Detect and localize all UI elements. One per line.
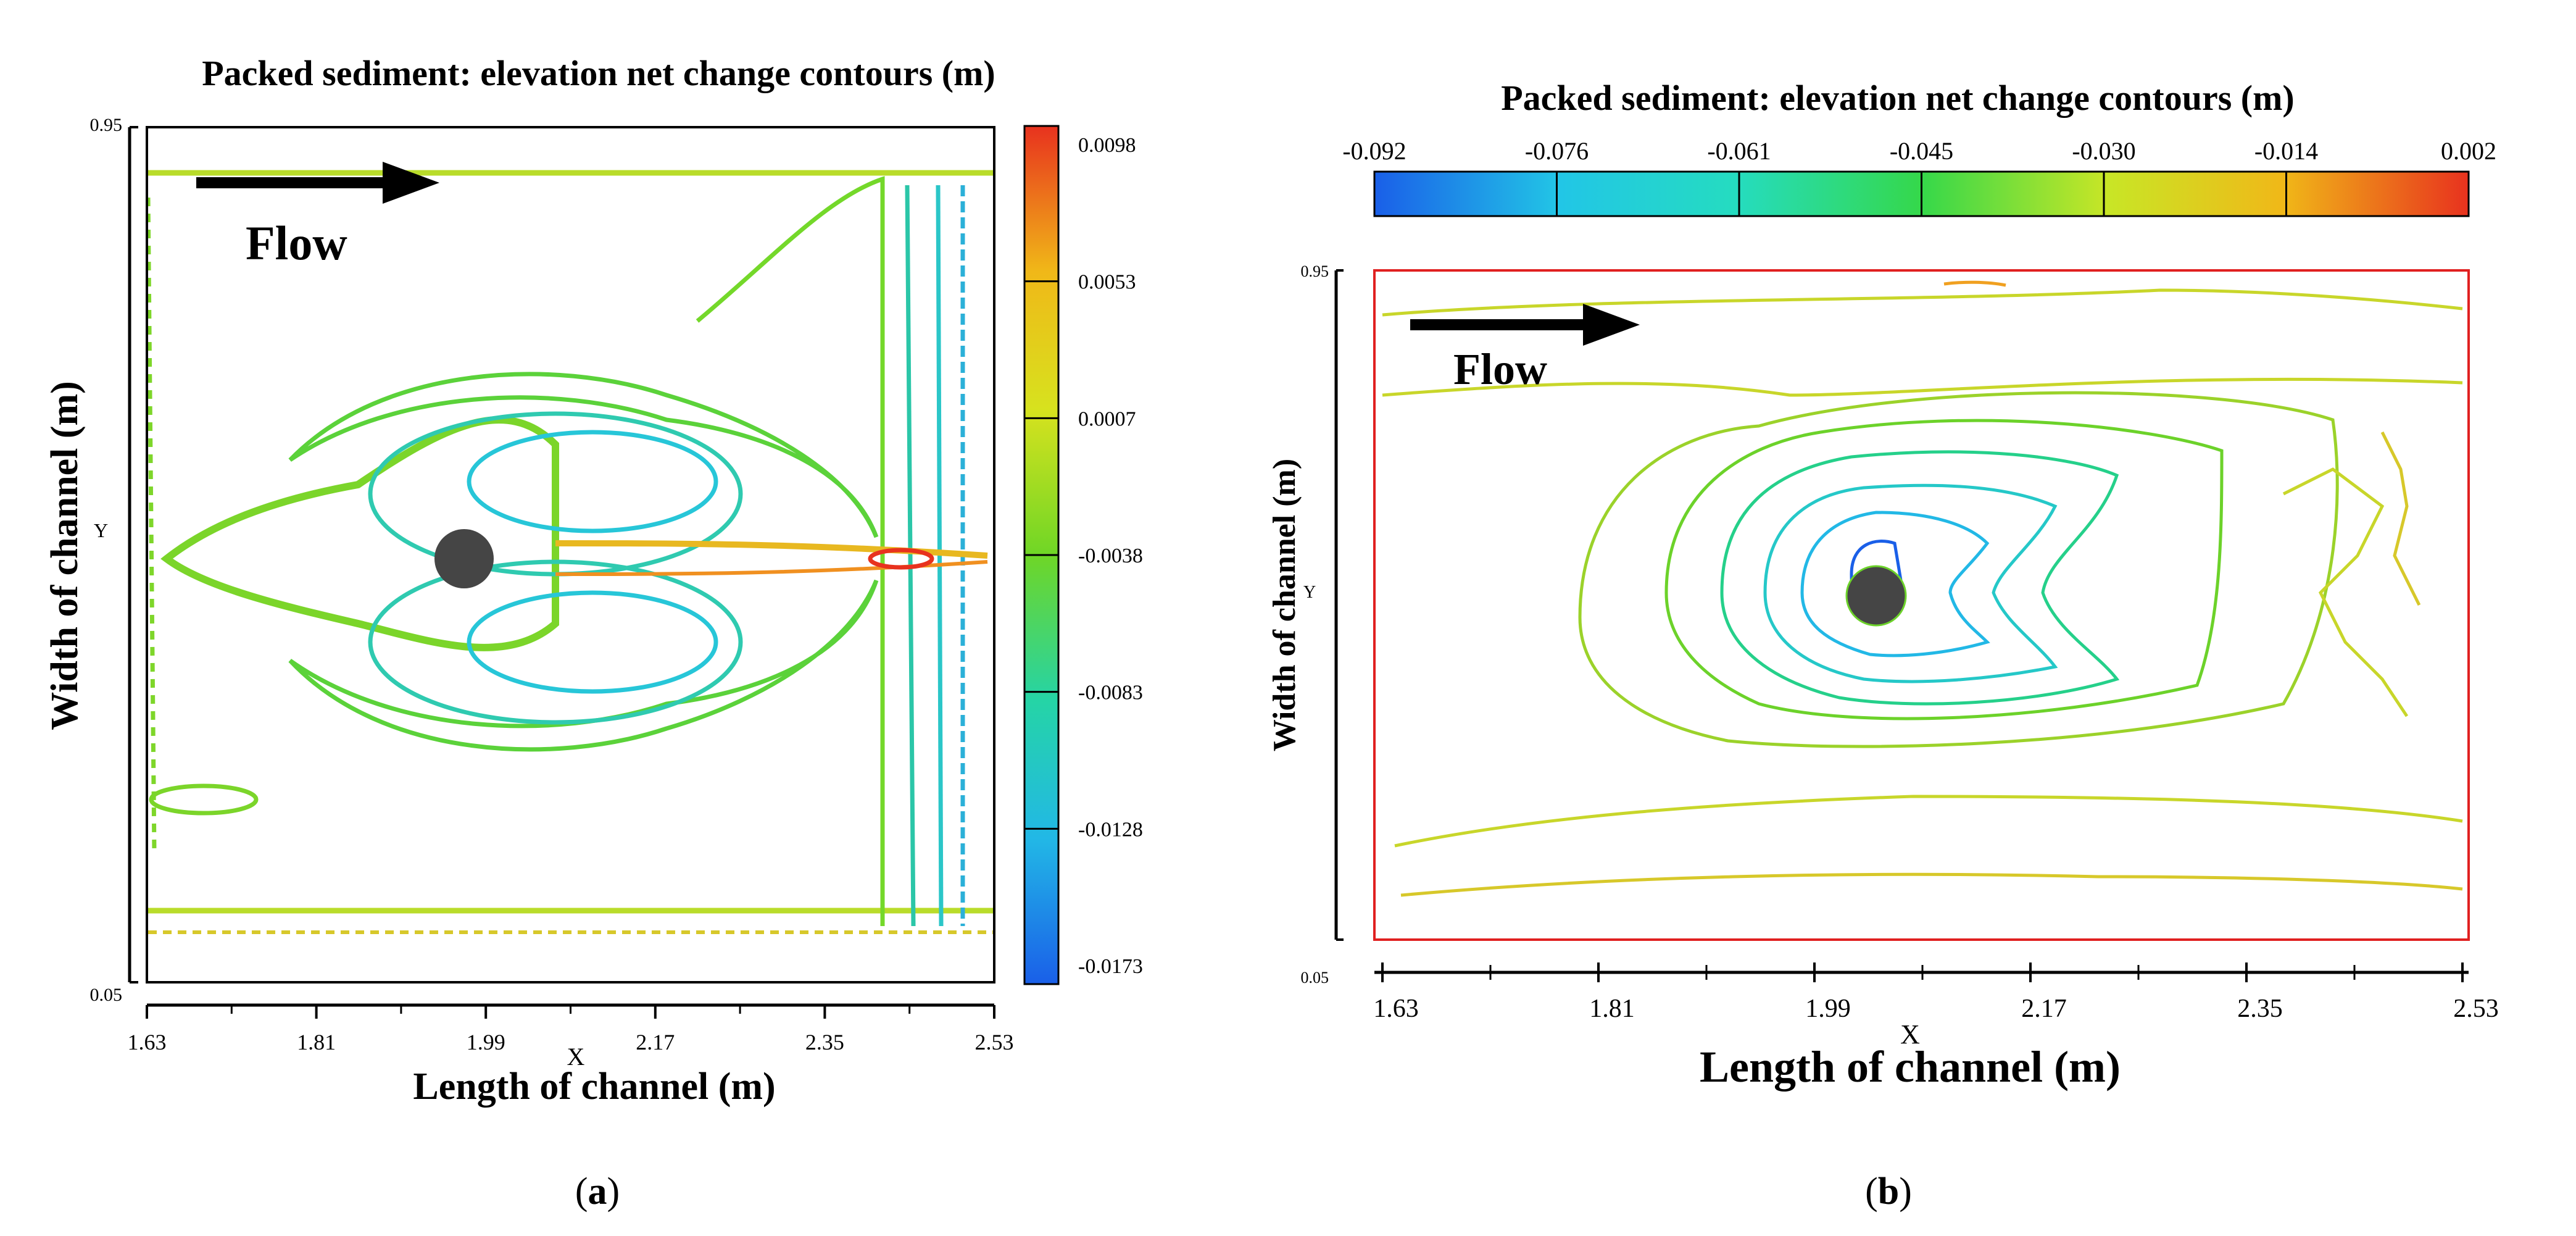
contour-line [1394,795,2463,848]
x-tick-label: 1.81 [297,1030,336,1054]
x-symbol: X [567,1043,585,1071]
contour-line [1943,280,2006,287]
contour-line [868,548,934,570]
contour-line [288,579,879,752]
x-tick-label: 1.63 [128,1030,167,1054]
panel-a-plot-frame [146,126,995,983]
contour-line [467,590,718,694]
panel-b-title: Packed sediment: elevation net change co… [1501,78,2295,118]
colorbar-tick-label: -0.0083 [1078,682,1143,704]
contour-line [1382,288,2463,317]
y-axis-label: Width of channel (m) [1267,459,1302,751]
y-tick-label: 0.05 [1301,969,1329,987]
panel-a-label: (a) [575,1171,620,1213]
colorbar-tick-label: -0.076 [1525,137,1589,165]
colorbar-tick-label: 0.0098 [1078,134,1136,157]
colorbar-tick-label: 0.002 [2441,137,2496,165]
contour-line [1400,872,2463,897]
colorbar-tick-label: 0.0053 [1078,271,1136,294]
panel-b-contours [1382,280,2463,897]
y-tick-label: 0.95 [1301,262,1329,280]
colorbar-tick-label: -0.045 [1890,137,1953,165]
colorbar-tick-label: -0.014 [2254,137,2318,165]
contour-line [2380,431,2421,606]
flow-arrow [196,162,439,204]
panel-b-label: (b) [1865,1171,1912,1213]
panel-b-x-axis: 1.63 1.81 1.99 2.17 2.35 2.53 X Length of cha… [1373,962,2499,1092]
x-tick-label: 2.53 [975,1030,1014,1054]
contour-line [146,197,157,853]
panel-b-y-axis: 0.05 0.95 Y Width of channel (m) [1267,262,1344,987]
contour-line [288,372,879,538]
panel-a: Packed sediment: elevation net change co… [44,53,1143,1213]
y-tick-label: 0.95 [90,115,123,135]
contour-line [696,176,885,926]
colorbar-tick-label: -0.061 [1707,137,1771,165]
x-tick-label: 2.35 [2237,995,2283,1023]
contour-line [1578,391,2339,748]
x-tick-label: 2.53 [2453,995,2499,1023]
colorbar-tick-label: -0.0128 [1078,818,1143,841]
colorbar-tick-label: -0.092 [1342,137,1406,165]
flow-label: Flow [246,216,347,270]
panel-a-x-axis: 1.63 1.81 1.99 2.17 2.35 2.53 X Length of cha… [128,1003,1014,1108]
x-tick-label: 2.35 [805,1030,844,1054]
x-axis-label: Length of channel (m) [413,1066,775,1108]
colorbar-tick-label: -0.030 [2072,137,2135,165]
contour-line [1382,377,2463,397]
contour-line [467,430,718,533]
contour-line [1664,419,2224,720]
panel-b-colorbar: -0.092 -0.076 -0.061 -0.045 -0.030 -0.014 0.00… [1342,137,2496,217]
panel-a-contours [146,170,994,934]
colorbar-tick-label: -0.0038 [1078,545,1143,567]
panel-b-plot-frame [1373,269,2470,941]
x-tick-label: 1.99 [467,1030,505,1054]
panel-b: Packed sediment: elevation net change co… [1267,78,2499,1213]
contour-line [1763,483,2058,683]
x-axis-label: Length of channel (m) [1700,1042,2121,1092]
flow-label: Flow [1453,344,1547,394]
panel-a-colorbar: 0.0098 0.0053 0.0007 -0.0038 -0.0083 -0.0128 -… [1023,125,1143,985]
x-symbol: X [1900,1019,1920,1050]
contour-line [905,185,916,927]
y-axis-label: Width of channel (m) [44,381,86,730]
y-tick-label: 0.05 [90,985,123,1005]
contour-line [368,559,743,725]
colorbar-tick-label: 0.0007 [1078,407,1136,430]
contour-line [149,783,259,816]
y-symbol: Y [94,519,108,541]
x-tick-label: 1.81 [1589,995,1635,1023]
y-symbol: Y [1303,583,1316,602]
panel-a-y-axis: 0.05 0.95 Y Width of channel (m) [44,115,138,1005]
contour-line [160,416,559,651]
x-tick-label: 2.17 [636,1030,675,1054]
x-tick-label: 1.63 [1373,995,1419,1023]
contour-line [1800,511,1990,658]
panel-a-title: Packed sediment: elevation net change co… [202,53,995,93]
colorbar-tick-label: -0.0173 [1078,955,1143,978]
pier-cylinder [1845,565,1907,627]
contour-line [2282,467,2409,717]
x-tick-label: 2.17 [2021,995,2067,1023]
x-tick-label: 1.99 [1805,995,1851,1023]
pier-cylinder [434,529,494,588]
flow-arrow [1410,304,1640,346]
contour-line [1720,450,2120,706]
